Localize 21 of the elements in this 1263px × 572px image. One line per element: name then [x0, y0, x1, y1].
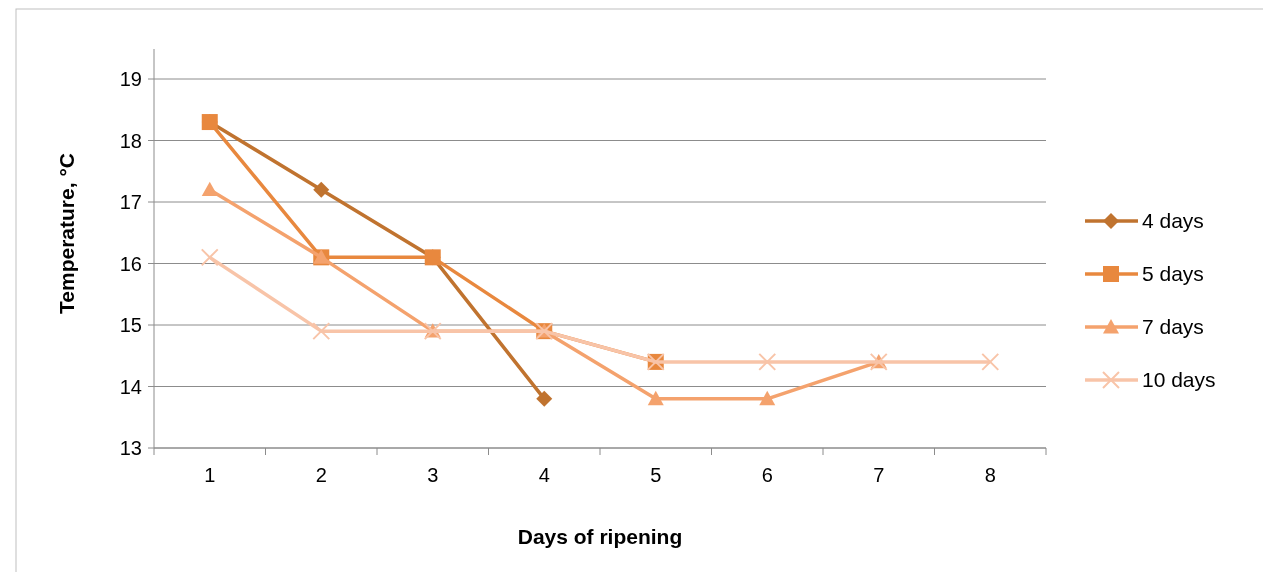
legend-label: 5 days: [1142, 262, 1204, 286]
legend-label: 4 days: [1142, 209, 1204, 233]
y-tick-label: 18: [119, 129, 142, 152]
x-tick-label: 8: [984, 464, 996, 486]
y-axis-title: Temperature, °C: [55, 153, 78, 314]
y-tick-label: 17: [119, 191, 142, 213]
x-tick-label: 4: [538, 464, 550, 486]
y-tick-label: 15: [119, 314, 142, 336]
x-tick-label: 2: [315, 464, 327, 486]
x-tick-label: 5: [650, 464, 662, 486]
legend-label: 7 days: [1142, 315, 1204, 339]
x-axis-title: Days of ripening: [517, 525, 683, 548]
y-tick-label: 13: [119, 437, 142, 459]
x-tick-label: 6: [761, 464, 773, 486]
x-tick-label: 7: [873, 464, 885, 486]
x-tick-label: 1: [204, 464, 216, 486]
x-tick-label: 3: [427, 464, 439, 486]
y-tick-label: 16: [119, 252, 142, 275]
y-tick-label: 14: [119, 375, 142, 398]
legend-label: 10 days: [1142, 368, 1216, 392]
y-tick-label: 19: [119, 68, 142, 90]
